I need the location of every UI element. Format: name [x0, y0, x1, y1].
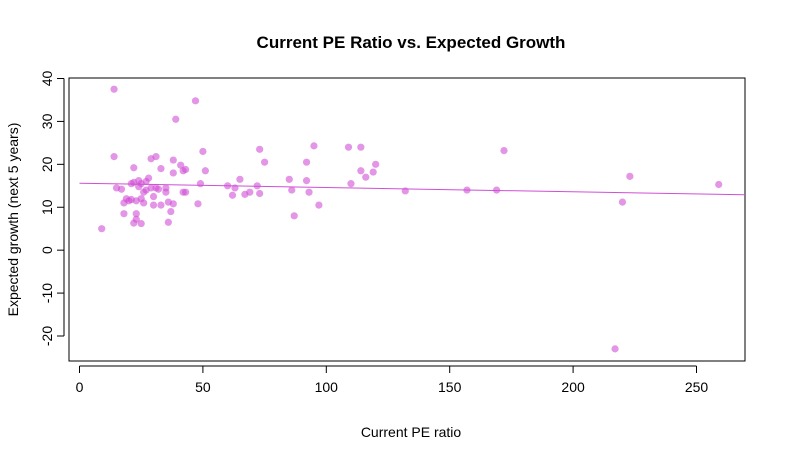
y-tick-label: 10 [39, 199, 55, 215]
data-point [164, 218, 172, 226]
x-tick-label: 100 [315, 379, 339, 395]
data-point [362, 173, 370, 181]
data-point [137, 219, 145, 228]
data-point [199, 147, 207, 156]
x-tick-label: 250 [685, 379, 709, 395]
data-point [132, 215, 140, 223]
data-points [98, 85, 723, 353]
data-point [182, 188, 190, 196]
data-point [228, 191, 237, 199]
y-tick-label: -10 [39, 283, 55, 303]
y-axis: -20 -10 0 10 20 30 40 [39, 71, 65, 346]
data-point [256, 145, 264, 153]
data-point [154, 185, 163, 193]
y-axis-label: Expected growth (next 5 years) [5, 123, 21, 317]
data-point [191, 97, 200, 105]
x-tick-label: 0 [76, 379, 84, 395]
data-point [162, 188, 170, 196]
data-point [305, 188, 313, 196]
data-point [372, 160, 380, 168]
y-tick-label: 0 [39, 246, 55, 254]
y-tick-label: 30 [39, 113, 55, 129]
data-point [315, 201, 323, 209]
data-point [182, 165, 190, 174]
x-tick-label: 150 [438, 379, 462, 395]
data-point [261, 158, 269, 166]
data-point [194, 200, 202, 208]
data-point [177, 161, 185, 169]
chart-title: Current PE Ratio vs. Expected Growth [257, 33, 566, 52]
data-point [236, 175, 244, 183]
data-point [152, 153, 160, 161]
data-point [132, 210, 140, 218]
data-point [169, 200, 177, 208]
data-point [140, 199, 148, 207]
data-point [285, 175, 293, 183]
data-point [145, 174, 153, 182]
data-point [110, 85, 118, 93]
data-point [347, 180, 355, 188]
data-point [169, 156, 177, 164]
data-point [117, 185, 126, 193]
trend-line [79, 182, 746, 196]
data-point [98, 225, 106, 233]
data-point [288, 186, 296, 194]
x-axis-label: Current PE ratio [361, 424, 462, 440]
data-point [310, 142, 318, 150]
data-point [169, 169, 177, 177]
x-tick-label: 50 [195, 379, 211, 395]
x-axis: 0 50 100 150 200 250 [76, 365, 709, 395]
data-point [149, 201, 158, 209]
data-point [626, 172, 634, 180]
data-point [302, 177, 311, 185]
data-point [618, 198, 627, 206]
data-point [147, 184, 155, 192]
data-point [130, 164, 138, 172]
y-tick-label: 40 [39, 71, 55, 87]
data-point [290, 212, 298, 220]
data-point [253, 182, 261, 190]
data-point [357, 167, 365, 175]
data-point [302, 158, 311, 166]
data-point [500, 147, 508, 155]
plot-frame [68, 77, 746, 362]
data-point [246, 188, 254, 196]
data-point [201, 167, 209, 175]
data-point [172, 115, 180, 123]
y-tick-label: 20 [39, 156, 55, 172]
data-point [120, 210, 128, 218]
data-point [149, 192, 158, 201]
data-point [157, 201, 165, 209]
data-point [344, 143, 353, 151]
x-tick-label: 200 [561, 379, 585, 395]
data-point [167, 207, 175, 216]
data-point [157, 165, 165, 173]
data-point [357, 143, 365, 151]
data-point [715, 180, 723, 189]
data-point [256, 189, 264, 198]
data-point [369, 168, 377, 176]
data-point [196, 180, 205, 188]
y-tick-label: -20 [39, 326, 55, 346]
data-point [110, 153, 118, 161]
data-point [611, 345, 619, 353]
